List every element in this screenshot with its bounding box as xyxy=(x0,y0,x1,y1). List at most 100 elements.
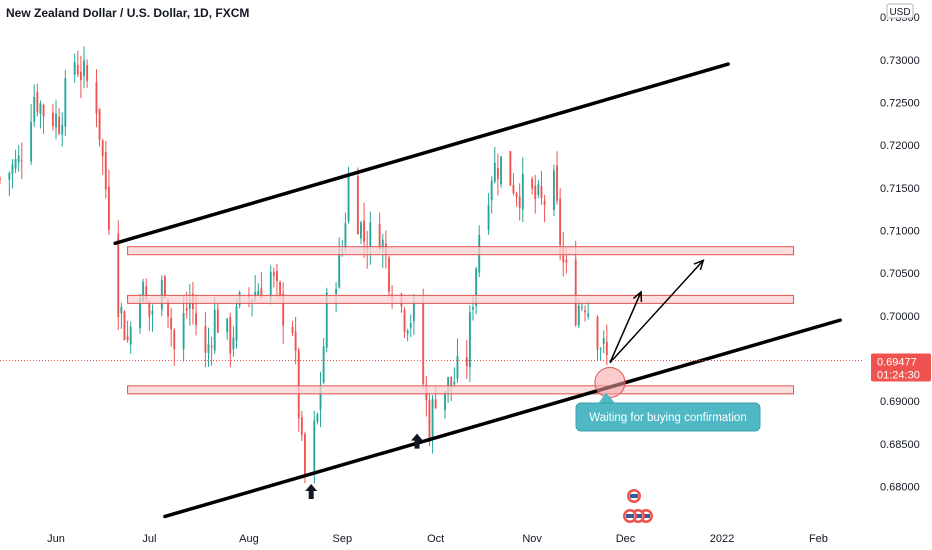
candle-body xyxy=(76,64,79,75)
projection-arrow xyxy=(609,259,704,364)
x-tick-label: Nov xyxy=(522,533,542,545)
candle-body xyxy=(515,193,518,198)
annotation-callout[interactable]: Waiting for buying confirmation xyxy=(575,392,761,432)
candle-body xyxy=(509,151,512,186)
candle-body xyxy=(282,293,285,326)
candle-body xyxy=(356,176,359,235)
candle-body xyxy=(338,247,341,288)
y-tick-label: 0.71500 xyxy=(880,183,920,195)
candle-body xyxy=(369,222,372,248)
candle-body xyxy=(123,311,126,340)
candle-body xyxy=(552,170,555,211)
candle-body xyxy=(148,300,151,317)
zone-middle xyxy=(127,294,795,304)
candle-body xyxy=(79,71,82,80)
candle-body xyxy=(107,186,110,230)
zone-lower xyxy=(127,385,795,395)
candle-body xyxy=(428,400,431,442)
candle-body xyxy=(500,156,502,185)
candle-body xyxy=(496,167,499,180)
candle-body xyxy=(20,160,23,162)
candle-body xyxy=(173,330,176,349)
candle-body xyxy=(257,290,260,295)
y-tick-label: 0.69000 xyxy=(880,396,920,408)
candle-body xyxy=(279,281,282,296)
candle-body xyxy=(409,323,412,328)
candle-body xyxy=(235,306,238,341)
flag-icon[interactable] xyxy=(623,509,637,523)
candles-layer xyxy=(0,46,608,484)
x-tick-label: Aug xyxy=(239,533,259,545)
candle-body xyxy=(565,259,568,263)
candle-body xyxy=(64,78,67,127)
candle-body xyxy=(465,357,468,367)
channel-upper-line xyxy=(113,62,730,246)
chart-title: New Zealand Dollar / U.S. Dollar, 1D, FX… xyxy=(6,6,249,20)
candle-body xyxy=(163,276,166,298)
price-axis[interactable] xyxy=(862,0,932,525)
candle-body xyxy=(431,398,434,440)
last-price-value: 0.69477 xyxy=(877,357,917,369)
candle-body xyxy=(577,305,580,326)
candle-body xyxy=(182,313,185,349)
candle-body xyxy=(229,317,232,354)
candle-body xyxy=(260,288,263,298)
candle-body xyxy=(602,338,605,344)
candle-body xyxy=(447,377,450,394)
economic-events[interactable] xyxy=(623,489,653,523)
candle-body xyxy=(300,417,303,435)
candle-body xyxy=(33,97,36,122)
x-tick-labels: Jun Jul Aug Sep Oct Nov Dec 2022 Feb xyxy=(47,533,828,545)
candle-body xyxy=(584,310,586,313)
candle-body xyxy=(14,158,17,169)
candle-body xyxy=(347,175,350,222)
candle-body xyxy=(8,172,11,180)
candle-body xyxy=(42,105,45,117)
bar-countdown: 01:24:30 xyxy=(877,370,920,382)
candle-body xyxy=(213,309,216,351)
candle-body xyxy=(216,309,219,333)
last-price-badge xyxy=(871,353,931,382)
candle-body xyxy=(381,239,384,251)
flag-icon[interactable] xyxy=(627,489,641,503)
candle-body xyxy=(475,268,478,306)
x-tick-label: Dec xyxy=(616,533,636,545)
y-tick-label: 0.71000 xyxy=(880,225,920,237)
candle-body xyxy=(86,65,89,82)
candle-body xyxy=(587,313,590,317)
candle-body xyxy=(272,271,275,276)
arrow-head xyxy=(632,290,643,302)
candle-body xyxy=(596,316,599,350)
y-tick-labels: 0.735000.730000.725000.720000.715000.710… xyxy=(880,12,920,494)
candle-body xyxy=(322,346,325,383)
candle-body xyxy=(294,331,297,351)
candle-body xyxy=(453,381,456,385)
currency-label: USD xyxy=(889,7,910,18)
candle-body xyxy=(580,306,583,309)
candle-body xyxy=(487,204,490,231)
x-tick-label: Jul xyxy=(142,533,156,545)
zone-upper xyxy=(127,246,795,256)
projection-arrow xyxy=(609,291,642,364)
candle-body xyxy=(139,298,141,329)
candle-body xyxy=(185,308,188,311)
candle-body xyxy=(406,330,409,334)
candle-body xyxy=(537,184,540,195)
candle-body xyxy=(101,140,104,157)
candle-body xyxy=(276,271,278,282)
candle-body xyxy=(444,391,446,411)
candle-body xyxy=(30,122,33,162)
candle-body xyxy=(61,124,64,135)
drawings-layer xyxy=(0,62,862,519)
candle-body xyxy=(55,113,57,128)
candle-body xyxy=(512,184,515,194)
candle-body xyxy=(98,108,101,140)
candle-body xyxy=(534,185,537,199)
candle-body xyxy=(456,356,459,379)
candle-body xyxy=(363,220,366,242)
candle-body xyxy=(344,223,347,249)
candle-body xyxy=(559,198,562,245)
candle-body xyxy=(543,200,546,205)
candle-body xyxy=(0,178,1,180)
